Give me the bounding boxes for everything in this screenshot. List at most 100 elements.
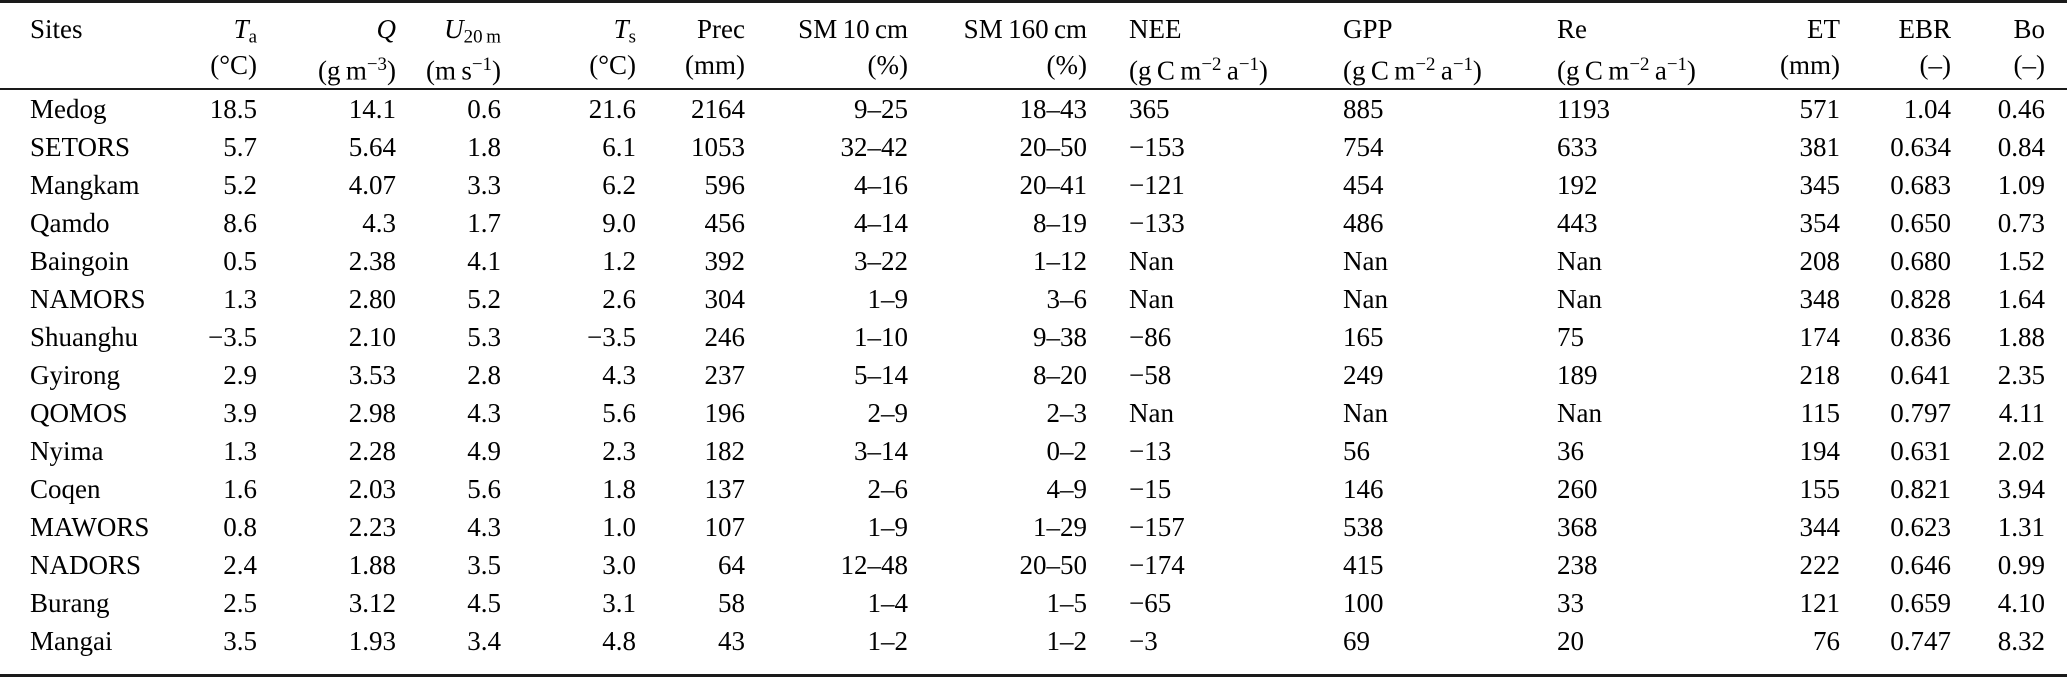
cell-u20m: 4.1 — [467, 246, 501, 276]
cell-sm10: 12–48 — [840, 550, 909, 580]
cell-ebr: 0.634 — [1890, 132, 1951, 162]
cell-et: 174 — [1799, 322, 1841, 352]
header-text-fragment: Q — [376, 14, 397, 44]
cell-q: 2.23 — [348, 512, 396, 542]
col-header-ebr: EBR (–) — [1840, 1, 1951, 90]
cell-re: 443 — [1557, 208, 1598, 238]
header-text-fragment: Re — [1557, 14, 1587, 44]
cell-sm10: 1–2 — [867, 626, 909, 656]
cell-gpp: 486 — [1343, 208, 1384, 238]
col-header-unit-et: (mm) — [1717, 47, 1840, 83]
cell-q: 2.98 — [348, 398, 396, 428]
col-header-prec: Prec (mm) — [636, 1, 745, 90]
cell-nee: 365 — [1129, 94, 1170, 124]
col-header-label-ts: Ts — [501, 11, 636, 48]
cell-et: 194 — [1799, 436, 1841, 466]
header-text-fragment: a — [248, 26, 257, 48]
cell-ta: 0.5 — [223, 246, 257, 276]
cell-ts: 1.0 — [602, 512, 636, 542]
cell-prec: 304 — [704, 284, 746, 314]
header-text-fragment: −1 — [471, 54, 492, 75]
cell-sites: Medog — [30, 94, 107, 124]
table-row-setors: SETORS 5.7 5.64 1.8 6.1 1053 32–42 20–50 −153 754… — [0, 128, 2067, 166]
col-header-label-prec: Prec — [636, 11, 745, 47]
cell-q: 2.38 — [348, 246, 396, 276]
cell-bo: 1.09 — [1997, 170, 2045, 200]
col-header-ta: Ta (°C) — [180, 1, 257, 90]
cell-q: 3.53 — [348, 360, 396, 390]
cell-re: 192 — [1557, 170, 1598, 200]
cell-sm10: 2–6 — [867, 474, 909, 504]
cell-ebr: 0.641 — [1890, 360, 1951, 390]
cell-bo: 1.52 — [1997, 246, 2045, 276]
cell-ts: 9.0 — [602, 208, 636, 238]
cell-ts: 4.8 — [602, 626, 636, 656]
table-row-coqen: Coqen 1.6 2.03 5.6 1.8 137 2–6 4–9 −15 146 260 155 0… — [0, 470, 2067, 508]
cell-q: 2.28 — [348, 436, 396, 466]
table-row-mawors: MAWORS 0.8 2.23 4.3 1.0 107 1–9 1–29 −157 538 368 3… — [0, 508, 2067, 546]
cell-re: 75 — [1557, 322, 1584, 352]
cell-ebr: 0.659 — [1890, 588, 1951, 618]
cell-nee: −133 — [1129, 208, 1185, 238]
col-header-unit-prec: (mm) — [636, 47, 745, 83]
cell-nee: −65 — [1129, 588, 1172, 618]
cell-bo: 4.10 — [1997, 588, 2045, 618]
cell-gpp: 454 — [1343, 170, 1384, 200]
cell-re: 633 — [1557, 132, 1598, 162]
header-text-fragment: (°C) — [210, 50, 257, 80]
cell-nee: −174 — [1129, 550, 1185, 580]
cell-re: 1193 — [1557, 94, 1610, 124]
header-text-fragment: SM 160 cm — [963, 14, 1087, 44]
cell-sites: QOMOS — [30, 398, 128, 428]
col-header-unit-re: (g C m−2 a−1) — [1557, 47, 1717, 86]
cell-q: 4.3 — [362, 208, 396, 238]
header-text-fragment: −1 — [1238, 54, 1259, 75]
cell-sites: MAWORS — [30, 512, 150, 542]
cell-re: Nan — [1557, 398, 1602, 428]
cell-ts: 6.2 — [602, 170, 636, 200]
cell-prec: 596 — [704, 170, 746, 200]
cell-ts: 1.8 — [602, 474, 636, 504]
header-text-fragment: ET — [1807, 14, 1840, 44]
header-text-fragment: (g C m — [1557, 55, 1630, 86]
cell-gpp: 165 — [1343, 322, 1384, 352]
cell-prec: 246 — [704, 322, 746, 352]
cell-sm160: 0–2 — [1046, 436, 1088, 466]
cell-sm10: 5–14 — [854, 360, 908, 390]
header-text-fragment: (%) — [1046, 50, 1087, 80]
cell-nee: Nan — [1129, 284, 1174, 314]
header-text-fragment: ) — [492, 55, 501, 86]
cell-gpp: 146 — [1343, 474, 1384, 504]
cell-re: Nan — [1557, 284, 1602, 314]
table-header: Sites Ta (°C) Q (g m−3) U20 m (m s−1) Ts (°C) Pre… — [0, 1, 2067, 90]
cell-nee: −86 — [1129, 322, 1172, 352]
cell-q: 4.07 — [348, 170, 396, 200]
cell-nee: −13 — [1129, 436, 1172, 466]
cell-ebr: 0.828 — [1890, 284, 1951, 314]
cell-sites: Gyirong — [30, 360, 120, 390]
col-header-sites: Sites — [0, 1, 180, 90]
cell-ebr: 0.747 — [1890, 626, 1951, 656]
cell-ebr: 0.821 — [1890, 474, 1951, 504]
col-header-nee: NEE (g C m−2 a−1) — [1087, 1, 1343, 90]
header-text-fragment: GPP — [1343, 14, 1393, 44]
header-text-fragment: (–) — [1919, 50, 1951, 80]
cell-et: 354 — [1799, 208, 1841, 238]
col-header-unit-gpp: (g C m−2 a−1) — [1343, 47, 1557, 85]
col-header-unit-sm10: (%) — [745, 47, 908, 83]
cell-q: 5.64 — [348, 132, 396, 162]
header-text-fragment: s — [628, 26, 636, 48]
table-row-medog: Medog 18.5 14.1 0.6 21.6 2164 9–25 18–43 365 885 1… — [0, 89, 2067, 128]
cell-u20m: 0.6 — [467, 94, 501, 124]
cell-prec: 58 — [718, 588, 745, 618]
header-text-fragment: (°C) — [589, 50, 636, 80]
col-header-label-sites: Sites — [30, 11, 180, 47]
header-text-fragment: T — [233, 14, 249, 44]
cell-prec: 137 — [704, 474, 746, 504]
cell-sm160: 4–9 — [1046, 474, 1088, 504]
cell-re: 368 — [1557, 512, 1598, 542]
cell-sm10: 1–10 — [854, 322, 908, 352]
cell-ts: −3.5 — [587, 322, 636, 352]
cell-sites: Qamdo — [30, 208, 110, 238]
col-header-unit-bo: (–) — [1951, 47, 2045, 83]
